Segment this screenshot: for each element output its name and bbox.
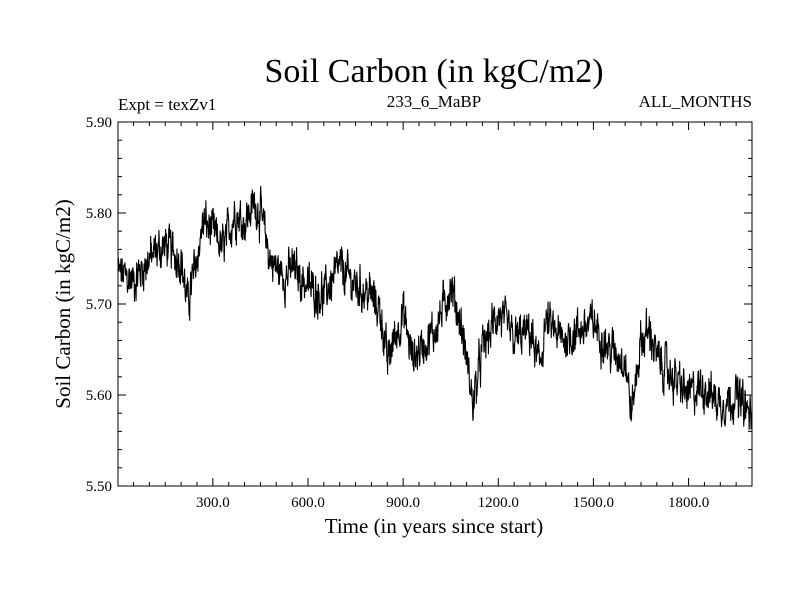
- y-axis-label: Soil Carbon (in kgC/m2): [51, 199, 75, 408]
- x-tick-label: 1500.0: [573, 495, 614, 511]
- period-label: 233_6_MaBP: [387, 92, 481, 111]
- y-tick-label: 5.60: [86, 388, 112, 404]
- x-tick-label: 600.0: [291, 495, 325, 511]
- plot-area: 300.0 600.0 900.0 1200.0 1500.0 1800.0 5.50 5.6…: [86, 115, 753, 511]
- chart-title: Soil Carbon (in kgC/m2): [264, 53, 603, 90]
- x-tick-label: 300.0: [196, 495, 230, 511]
- y-tick-label: 5.90: [86, 115, 112, 131]
- x-tick-label: 1200.0: [478, 495, 519, 511]
- y-tick-label: 5.70: [86, 297, 112, 313]
- experiment-label: Expt = texZv1: [118, 95, 216, 114]
- y-tick-label: 5.80: [86, 206, 112, 222]
- plot-frame: [117, 121, 753, 487]
- x-axis-label: Time (in years since start): [325, 514, 544, 538]
- months-label: ALL_MONTHS: [639, 92, 752, 111]
- x-tick-label: 900.0: [386, 495, 420, 511]
- series-line-soil-carbon: [117, 185, 753, 431]
- y-tick-label: 5.50: [86, 479, 112, 495]
- x-tick-label: 1800.0: [668, 495, 709, 511]
